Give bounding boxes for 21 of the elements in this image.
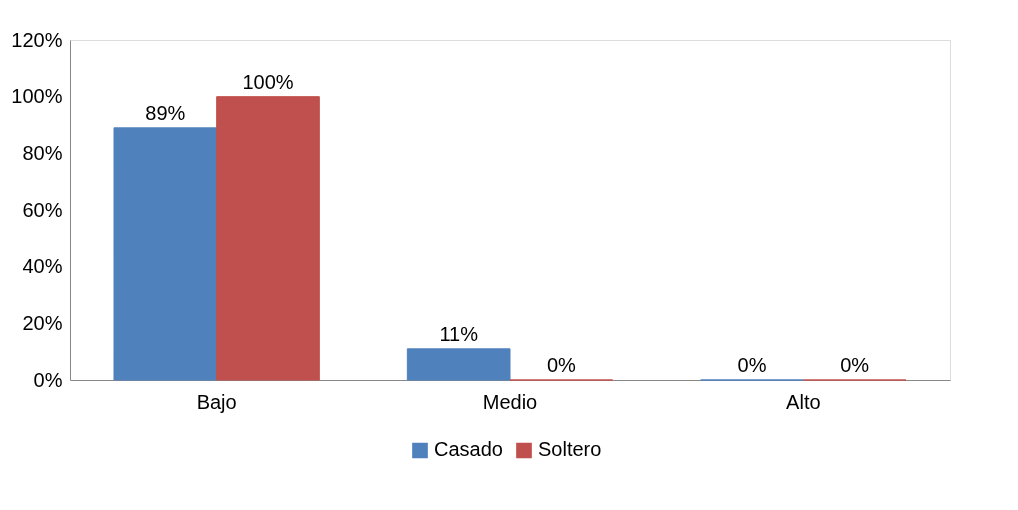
y-tick-label: 40%	[22, 255, 63, 278]
data-label: 0%	[737, 354, 767, 376]
x-tick-label: Bajo	[196, 390, 237, 413]
legend-label: Casado	[434, 438, 503, 461]
bar	[113, 127, 218, 381]
data-label: 89%	[145, 101, 186, 124]
legend-label: Soltero	[538, 438, 602, 461]
y-tick-label: 100%	[11, 85, 63, 108]
y-tick-label: 20%	[22, 311, 63, 334]
y-tick-label: 80%	[22, 141, 63, 164]
bar	[406, 348, 511, 381]
y-tick-label: 0%	[33, 368, 63, 391]
x-tick-label: Alto	[786, 390, 821, 413]
data-label: 0%	[840, 354, 870, 376]
y-tick-label: 120%	[11, 28, 63, 51]
x-tick-label: Medio	[482, 390, 538, 413]
data-label: 0%	[546, 354, 576, 376]
bar	[216, 96, 320, 381]
data-label: 100%	[242, 70, 294, 93]
y-tick-label: 60%	[22, 198, 63, 221]
data-label: 11%	[439, 322, 479, 345]
